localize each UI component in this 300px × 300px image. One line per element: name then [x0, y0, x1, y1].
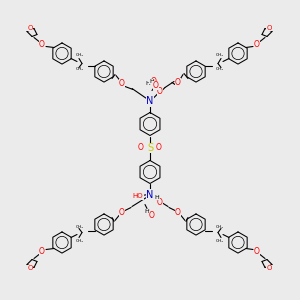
- Text: CH₃: CH₃: [76, 53, 84, 58]
- Text: H: H: [154, 195, 159, 200]
- Text: O: O: [254, 247, 260, 256]
- Text: CH₃: CH₃: [76, 68, 84, 71]
- Text: CH₃: CH₃: [216, 68, 224, 71]
- Text: H: H: [145, 209, 149, 214]
- Text: O: O: [151, 77, 157, 86]
- Text: H: H: [150, 79, 154, 84]
- Text: O: O: [27, 25, 33, 31]
- Text: O: O: [39, 40, 45, 49]
- Text: S: S: [147, 143, 153, 153]
- Text: O: O: [157, 87, 163, 96]
- Text: O: O: [156, 143, 162, 152]
- Text: CH₃: CH₃: [216, 53, 224, 58]
- Text: S: S: [147, 143, 153, 153]
- Text: O: O: [27, 266, 33, 272]
- Text: CH₃: CH₃: [216, 238, 224, 242]
- Text: O: O: [39, 247, 45, 256]
- Text: N: N: [146, 190, 154, 200]
- Text: N: N: [146, 97, 154, 106]
- Text: O: O: [138, 143, 144, 152]
- Text: CH₃: CH₃: [76, 224, 84, 229]
- Text: H: H: [146, 81, 150, 86]
- Text: O: O: [149, 211, 155, 220]
- Text: CH₃: CH₃: [76, 238, 84, 242]
- Text: O: O: [254, 40, 260, 49]
- Text: O: O: [119, 208, 125, 217]
- Text: O: O: [175, 208, 181, 217]
- Text: O: O: [157, 198, 163, 207]
- Text: HO: HO: [133, 194, 143, 200]
- Text: O: O: [156, 143, 162, 152]
- Text: CH₃: CH₃: [216, 224, 224, 229]
- Text: O: O: [119, 79, 125, 88]
- Text: O: O: [175, 78, 181, 87]
- Text: O: O: [266, 25, 272, 31]
- Text: O: O: [266, 266, 272, 272]
- Text: O: O: [138, 143, 144, 152]
- Text: O: O: [153, 81, 159, 90]
